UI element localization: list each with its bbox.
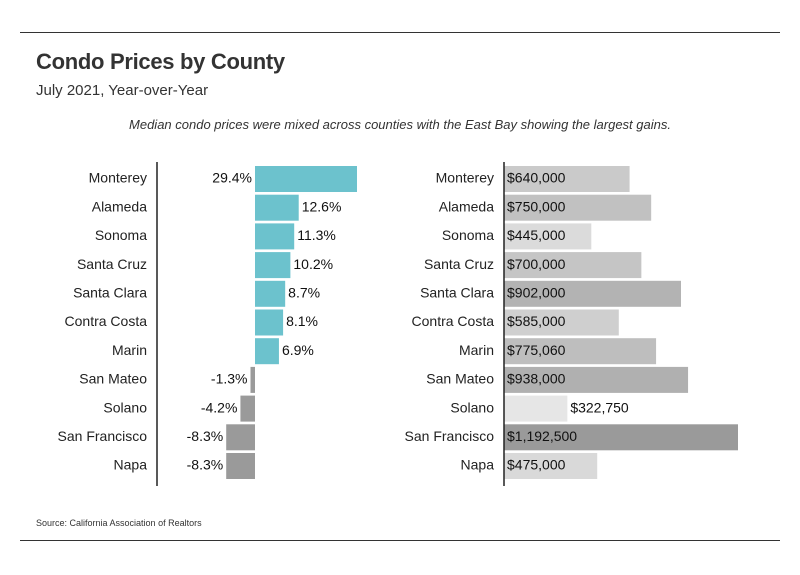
chart-subtitle: July 2021, Year-over-Year <box>36 82 209 99</box>
price-bar <box>504 338 657 365</box>
price-data-label: $475,000 <box>507 457 566 473</box>
price-category-label: Marin <box>459 342 494 358</box>
bottom-rule <box>20 540 780 541</box>
price-category-label: Santa Cruz <box>424 256 494 272</box>
price-category-label: San Francisco <box>405 428 495 444</box>
chart-note: Median condo prices were mixed across co… <box>129 117 671 132</box>
chart-title: Condo Prices by County <box>36 49 285 74</box>
price-category-label: Napa <box>461 457 495 473</box>
price-data-label: $750,000 <box>507 198 566 214</box>
pct-data-label: -8.3% <box>187 428 224 444</box>
pct-category-label: Marin <box>112 342 147 358</box>
price-data-label: $902,000 <box>507 285 566 301</box>
pct-category-label: Contra Costa <box>65 313 148 329</box>
price-category-label: Solano <box>450 399 494 415</box>
pct-bar <box>255 338 279 365</box>
pct-data-label: -4.2% <box>201 399 238 415</box>
price-data-label: $322,750 <box>570 399 629 415</box>
pct-category-label: Santa Clara <box>73 285 147 301</box>
pct-category-label: Napa <box>114 457 148 473</box>
pct-data-label: 8.1% <box>286 313 318 329</box>
price-bar <box>504 309 619 336</box>
price-bar <box>504 166 630 192</box>
price-category-label: Contra Costa <box>412 313 495 329</box>
price-data-label: $585,000 <box>507 313 566 329</box>
pct-data-label: -8.3% <box>187 457 224 473</box>
price-bar <box>504 194 652 221</box>
price-bar <box>504 223 592 250</box>
pct-category-label: Alameda <box>92 198 147 214</box>
pct-bar <box>226 424 255 451</box>
pct-bar <box>255 166 357 192</box>
pct-bar <box>255 194 299 221</box>
pct-data-label: 8.7% <box>288 285 320 301</box>
pct-bar <box>255 252 291 279</box>
pct-category-label: Santa Cruz <box>77 256 147 272</box>
price-data-label: $1,192,500 <box>507 428 577 444</box>
pct-bar <box>226 453 255 479</box>
price-bar <box>504 424 738 451</box>
pct-category-label: San Mateo <box>79 371 147 387</box>
pct-data-label: 12.6% <box>302 198 342 214</box>
price-category-label: Monterey <box>436 170 494 186</box>
price-bar <box>504 252 642 279</box>
price-data-label: $700,000 <box>507 256 566 272</box>
pct-bar <box>255 309 284 336</box>
top-rule <box>20 32 780 33</box>
pct-data-label: 29.4% <box>212 170 252 186</box>
pct-category-label: Solano <box>103 399 147 415</box>
pct-bar <box>250 366 255 393</box>
pct-bar <box>240 395 255 422</box>
source-note: Source: California Association of Realto… <box>36 518 202 528</box>
price-data-label: $640,000 <box>507 170 566 186</box>
price-bar <box>504 395 568 422</box>
price-bar <box>504 280 681 307</box>
pct-data-label: 6.9% <box>282 342 314 358</box>
price-category-label: Santa Clara <box>420 285 494 301</box>
price-bar <box>504 453 598 479</box>
pct-bar <box>255 280 286 307</box>
percent-change-chart: Monterey 29.4% Alameda 12.6% Sonoma 11.3% Sant… <box>58 162 357 486</box>
price-category-label: Sonoma <box>442 227 494 243</box>
pct-category-label: Sonoma <box>95 227 147 243</box>
price-bar <box>504 366 689 393</box>
median-price-chart: Monterey $640,000 Alameda $750,000 Sonoma $44… <box>405 162 738 486</box>
price-data-label: $445,000 <box>507 227 566 243</box>
price-data-label: $938,000 <box>507 371 566 387</box>
price-data-label: $775,060 <box>507 342 566 358</box>
price-category-label: Alameda <box>439 198 494 214</box>
pct-data-label: 11.3% <box>297 227 336 243</box>
pct-category-label: San Francisco <box>58 428 148 444</box>
pct-data-label: -1.3% <box>211 371 248 387</box>
price-category-label: San Mateo <box>426 371 494 387</box>
pct-data-label: 10.2% <box>293 256 333 272</box>
pct-category-label: Monterey <box>89 170 147 186</box>
pct-bar <box>255 223 295 250</box>
